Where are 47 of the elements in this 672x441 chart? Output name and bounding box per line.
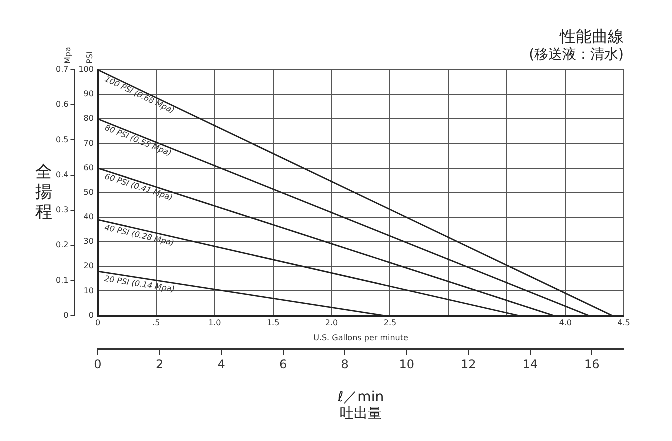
x2-tick-label: 2 [156,357,164,372]
chart-subtitle: (移送液：清水) [529,47,624,64]
y2-tick-label: 0.7 [56,65,69,74]
x2-tick-label: 10 [399,357,415,372]
y2-axis-title: Mpa [63,47,72,64]
text: 全揚程 [36,162,52,222]
y-tick-label: 0 [88,310,94,320]
y-tick-label: 70 [84,138,94,148]
y-tick-label: 60 [84,163,94,172]
x2-tick-label: 12 [460,357,476,372]
x-tick-label: 2.5 [384,318,397,328]
y-tick-label: 20 [84,262,94,271]
text: 100 PSI (0.68 Mpa) [104,74,176,116]
y2-tick-label: 0 [64,310,69,320]
y-tick-label: 80 [84,114,94,124]
y-axis-title: PSI [85,52,94,64]
x-axis-title: U.S. Gallons per minute [314,333,408,342]
y-tick-label: 40 [84,212,94,222]
y-tick-label: 30 [84,237,94,246]
y2-tick-label: 0.2 [56,240,69,250]
x-tick-label: 1.0 [208,318,222,328]
x-tick-label: 1.5 [266,318,280,328]
text: 80 PSI (0.55 Mpa) [104,123,173,158]
y-tick-label: 50 [84,188,94,197]
x-tick-label: .5 [152,318,160,328]
x2-tick-label: 4 [218,357,226,372]
x2-axis-title: ℓ／min 吐出量 [336,389,384,422]
text: 60 PSI (0.41 Mpa) [104,172,174,202]
text: 40 PSI (0.28 Mpa) [104,223,176,248]
x-tick-label: 0 [95,318,101,328]
x-tick-label: 4.5 [618,318,630,328]
y-tick-label: 10 [84,286,94,296]
x2-tick-label: 14 [522,357,538,372]
x-tick-label: 2.0 [325,318,338,328]
y2-tick-label: 0.3 [56,206,69,215]
y-tick-label: 100 [78,65,94,74]
y2-tick-label: 0.6 [56,100,69,110]
y-tick-label: 90 [84,90,94,99]
y2-tick-label: 0.4 [56,170,69,180]
chart-title: 性能曲線 [559,26,624,46]
x2-tick-label: 6 [279,357,288,372]
x-tick-label: 4.0 [559,318,572,328]
y2-tick-label: 0.5 [56,135,69,144]
x2-tick-label: 16 [584,357,600,372]
x2-tick-label: 8 [341,357,349,372]
text: 20 PSI (0.14 Mpa) [104,274,176,294]
y2-tick-label: 0.1 [56,276,69,285]
